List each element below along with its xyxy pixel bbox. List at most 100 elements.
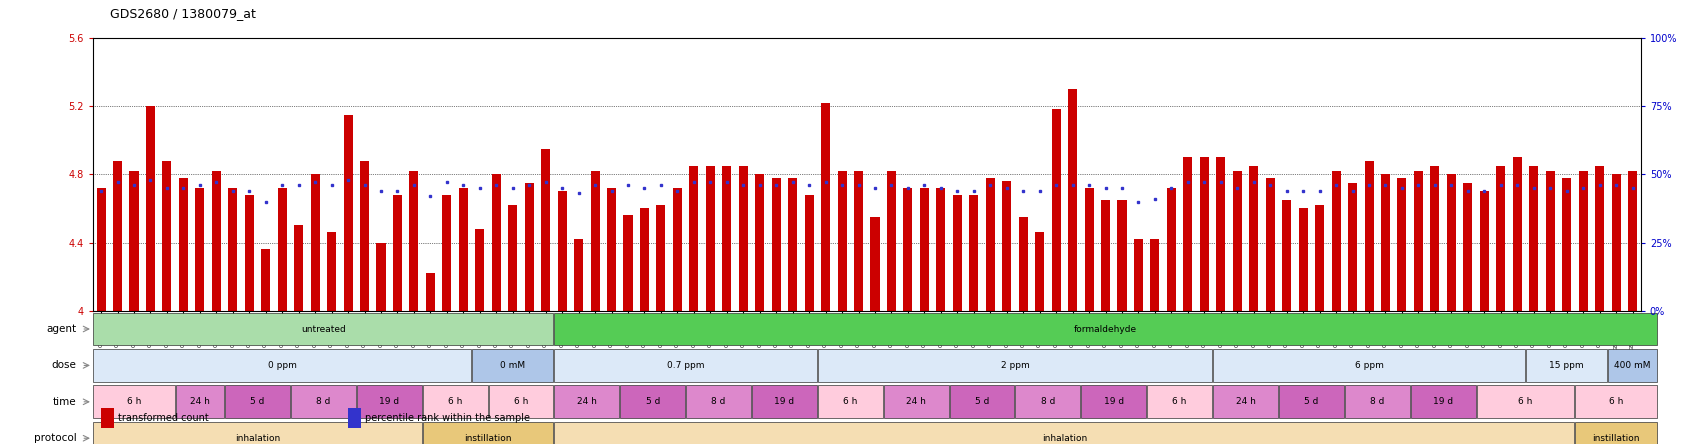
Bar	[1447, 174, 1455, 311]
FancyBboxPatch shape	[1280, 385, 1344, 418]
FancyBboxPatch shape	[554, 349, 817, 382]
Bar	[327, 232, 336, 311]
Text: 24 h: 24 h	[191, 397, 209, 406]
Bar	[1529, 166, 1538, 311]
Text: dose: dose	[52, 361, 76, 370]
Bar	[1134, 239, 1143, 311]
Bar	[886, 171, 896, 311]
Text: 5 d: 5 d	[645, 397, 660, 406]
Text: transformed count: transformed count	[118, 412, 208, 423]
Bar	[459, 188, 468, 311]
Bar	[1018, 217, 1028, 311]
Bar	[771, 178, 782, 311]
Bar	[410, 171, 419, 311]
Text: 24 h: 24 h	[577, 397, 598, 406]
Text: GDS2680 / 1380079_at: GDS2680 / 1380079_at	[110, 7, 255, 20]
Bar	[986, 178, 994, 311]
Bar	[1315, 205, 1323, 311]
Text: 0 mM: 0 mM	[500, 361, 525, 370]
Bar	[542, 149, 550, 311]
Text: percentile rank within the sample: percentile rank within the sample	[365, 412, 530, 423]
Bar	[1430, 166, 1440, 311]
Bar	[937, 188, 945, 311]
FancyBboxPatch shape	[1477, 385, 1575, 418]
Bar	[722, 166, 731, 311]
FancyBboxPatch shape	[950, 385, 1014, 418]
Bar	[969, 195, 979, 311]
Bar	[476, 229, 484, 311]
Bar	[1398, 178, 1406, 311]
Text: 15 ppm: 15 ppm	[1550, 361, 1583, 370]
Text: 5 d: 5 d	[976, 397, 989, 406]
Bar	[1085, 188, 1094, 311]
Text: protocol: protocol	[34, 433, 76, 443]
Bar	[854, 171, 863, 311]
Bar	[820, 103, 830, 311]
Text: 6 h: 6 h	[842, 397, 858, 406]
Bar	[101, 408, 115, 428]
FancyBboxPatch shape	[619, 385, 685, 418]
Bar	[311, 174, 319, 311]
Bar	[1101, 200, 1111, 311]
Bar	[525, 183, 533, 311]
FancyBboxPatch shape	[1526, 349, 1607, 382]
Text: 19 d: 19 d	[1433, 397, 1453, 406]
Bar	[1595, 166, 1604, 311]
Text: 6 h: 6 h	[513, 397, 528, 406]
Bar	[376, 242, 385, 311]
Bar	[1546, 171, 1555, 311]
Bar	[145, 106, 155, 311]
Bar	[425, 273, 436, 311]
FancyBboxPatch shape	[93, 385, 174, 418]
Text: 24 h: 24 h	[906, 397, 927, 406]
Bar	[279, 188, 287, 311]
FancyBboxPatch shape	[422, 422, 554, 444]
Bar	[442, 195, 451, 311]
FancyBboxPatch shape	[554, 313, 1656, 345]
Bar	[1117, 200, 1126, 311]
Text: 19 d: 19 d	[380, 397, 400, 406]
Bar	[344, 115, 353, 311]
Text: 8 d: 8 d	[1041, 397, 1055, 406]
FancyBboxPatch shape	[819, 349, 1212, 382]
FancyBboxPatch shape	[1345, 385, 1409, 418]
FancyBboxPatch shape	[488, 385, 554, 418]
Bar	[1249, 166, 1258, 311]
Text: 8 d: 8 d	[1371, 397, 1384, 406]
FancyBboxPatch shape	[1016, 385, 1080, 418]
FancyBboxPatch shape	[1575, 422, 1656, 444]
Bar	[1349, 183, 1357, 311]
Bar	[903, 188, 913, 311]
FancyBboxPatch shape	[176, 385, 225, 418]
Bar	[674, 188, 682, 311]
Text: formaldehyde: formaldehyde	[1074, 325, 1138, 333]
Bar	[1266, 178, 1274, 311]
Text: 8 d: 8 d	[316, 397, 331, 406]
Text: 5 d: 5 d	[250, 397, 265, 406]
Text: 0 ppm: 0 ppm	[268, 361, 297, 370]
Bar	[508, 205, 517, 311]
Bar	[1480, 191, 1489, 311]
Bar	[1298, 208, 1308, 311]
Text: 6 h: 6 h	[447, 397, 463, 406]
FancyBboxPatch shape	[685, 385, 751, 418]
Bar	[228, 188, 238, 311]
Bar	[871, 217, 879, 311]
Text: 19 d: 19 d	[1104, 397, 1124, 406]
Bar	[1627, 171, 1637, 311]
FancyBboxPatch shape	[93, 349, 471, 382]
Text: time: time	[52, 397, 76, 407]
FancyBboxPatch shape	[554, 422, 1575, 444]
Text: 0.7 ppm: 0.7 ppm	[667, 361, 704, 370]
Bar	[739, 166, 748, 311]
Bar	[196, 188, 204, 311]
FancyBboxPatch shape	[1214, 385, 1278, 418]
FancyBboxPatch shape	[554, 385, 619, 418]
FancyBboxPatch shape	[422, 385, 488, 418]
Bar	[1381, 174, 1389, 311]
Bar	[640, 208, 648, 311]
Bar	[1069, 89, 1077, 311]
Bar	[162, 161, 172, 311]
Text: 24 h: 24 h	[1236, 397, 1256, 406]
Bar	[920, 188, 928, 311]
